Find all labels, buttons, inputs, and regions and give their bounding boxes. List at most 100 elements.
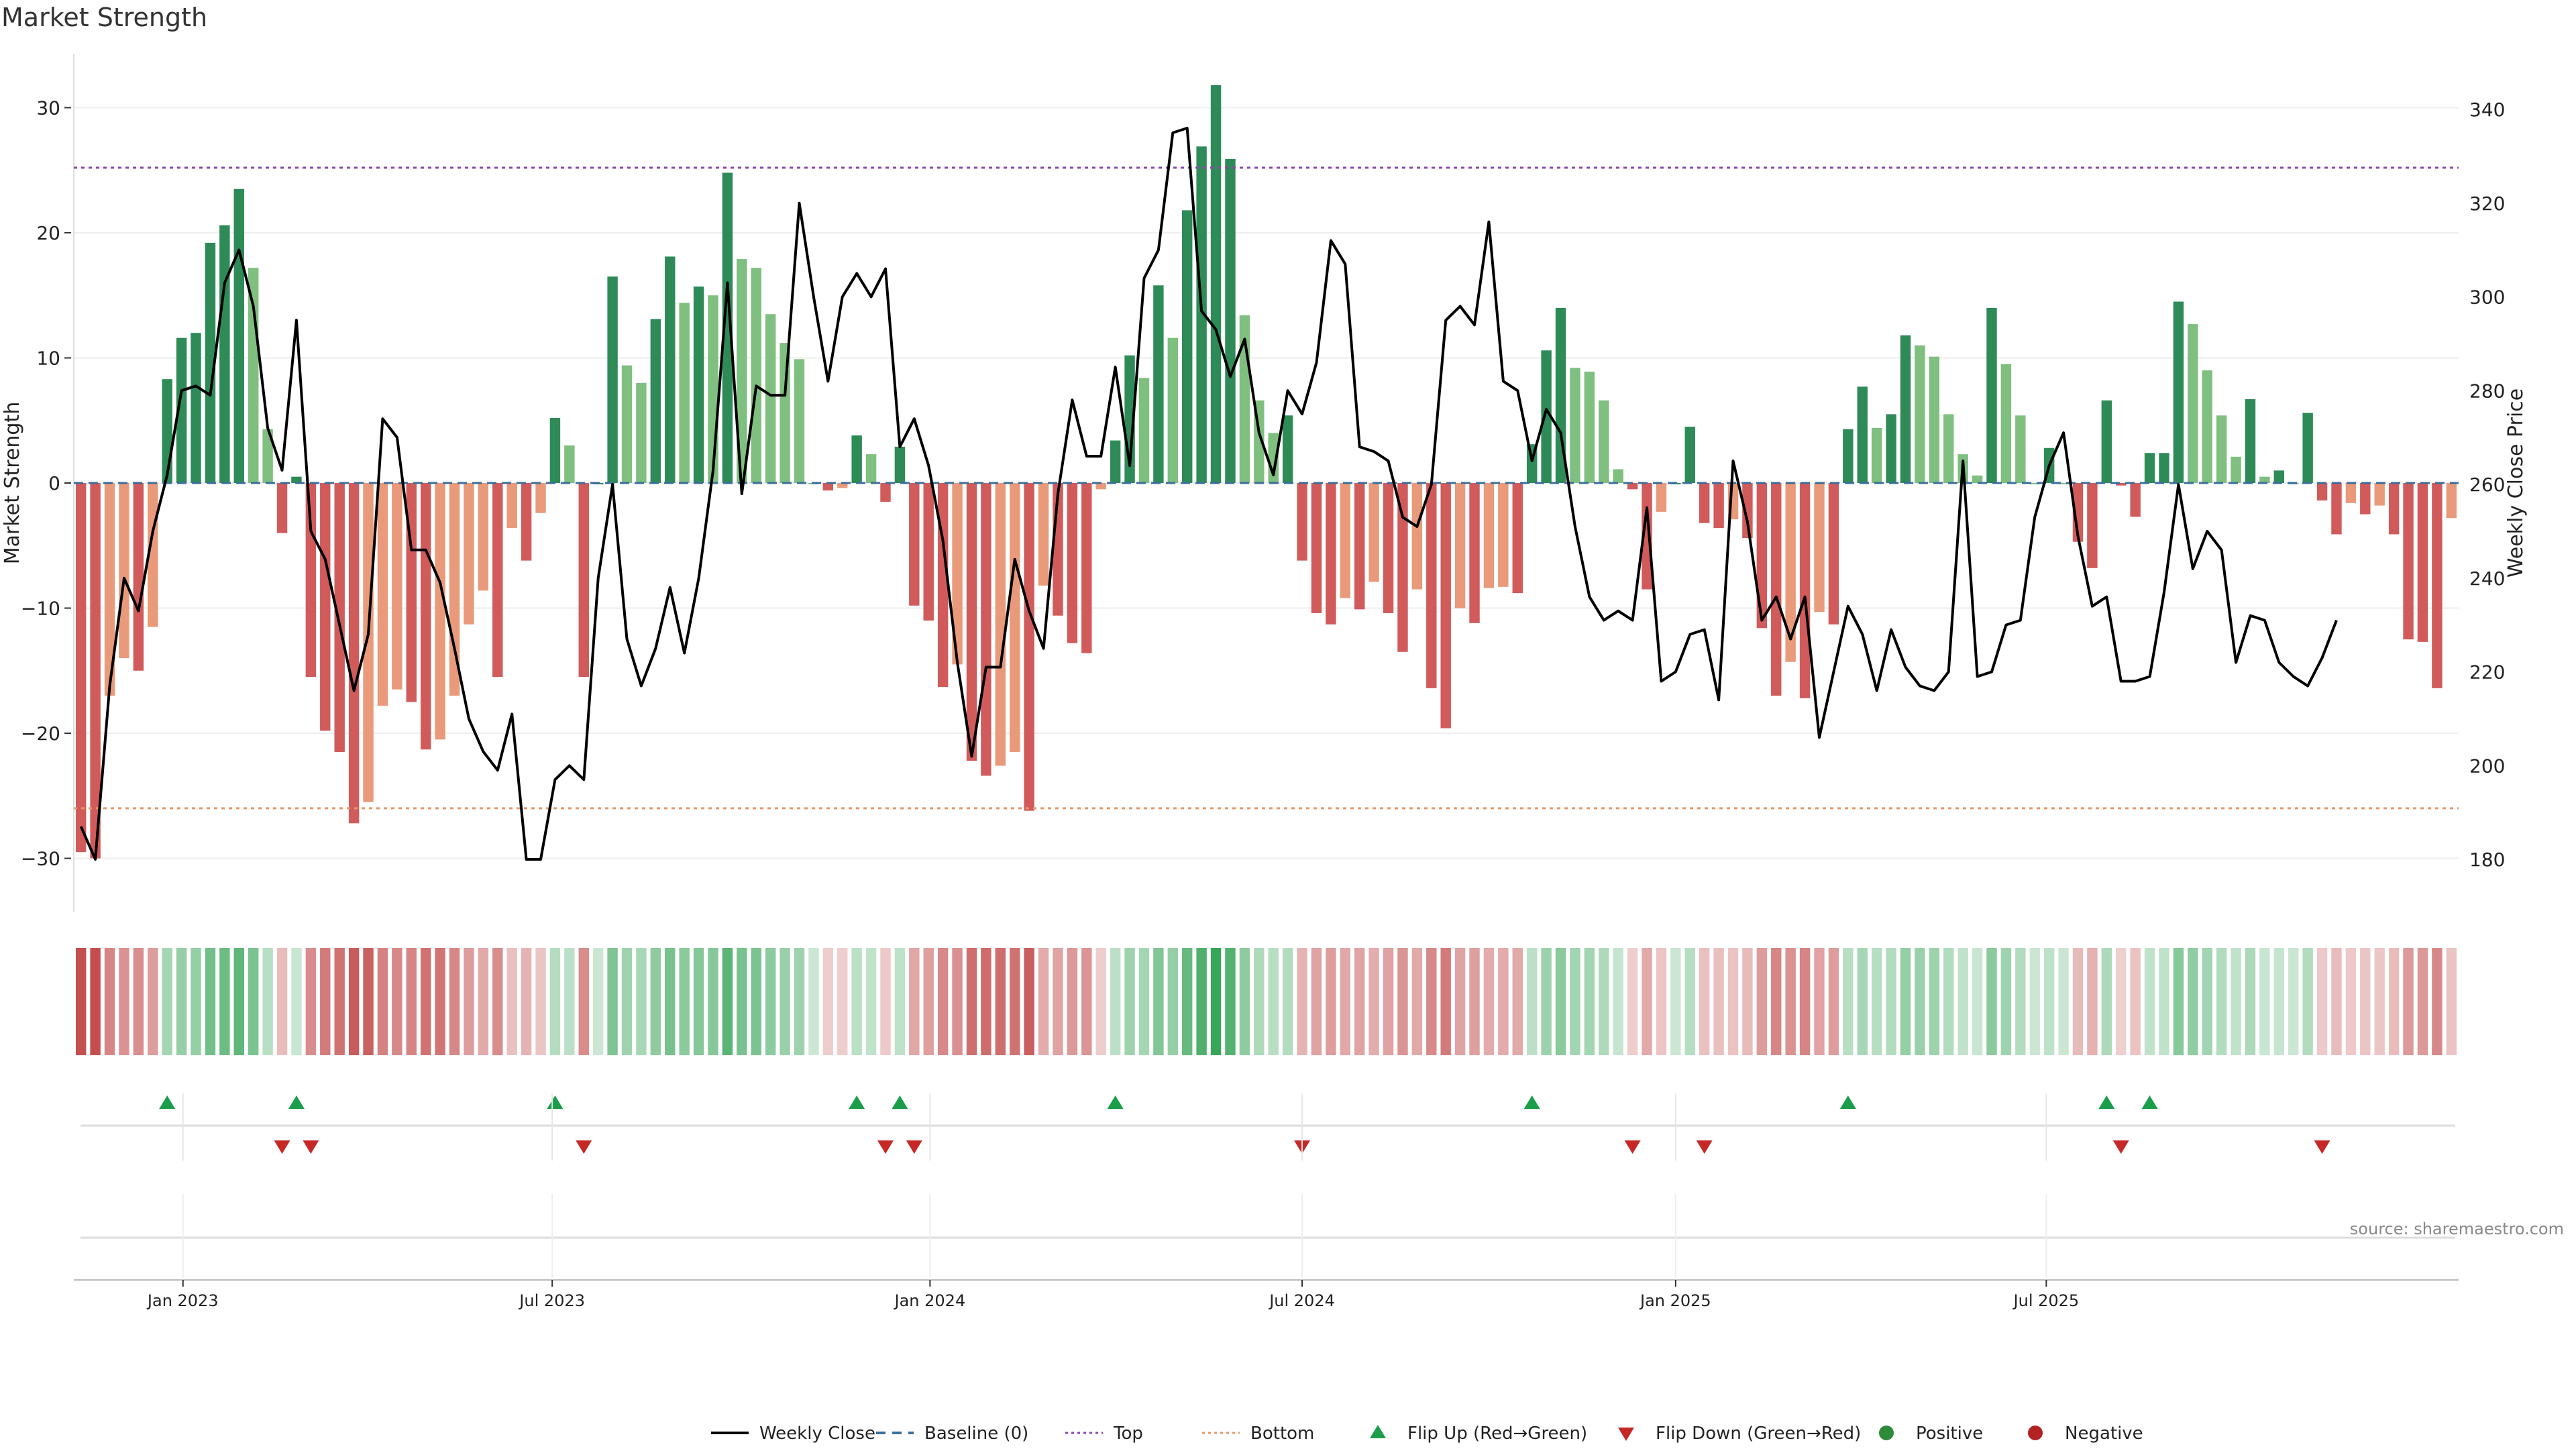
strength-bar <box>1584 372 1595 483</box>
heat-cell <box>722 948 733 1055</box>
heat-cell <box>2130 948 2141 1055</box>
strength-bar <box>1828 483 1839 625</box>
heat-cell <box>2231 948 2241 1055</box>
strength-bar <box>894 446 906 483</box>
strength-bar <box>2029 483 2040 484</box>
heat-cell <box>1512 948 1523 1055</box>
flip-down-marker <box>1624 1140 1641 1154</box>
strength-bar <box>1972 475 1983 483</box>
strength-bar <box>2231 456 2241 483</box>
heat-cell <box>2116 948 2127 1055</box>
legend-label: Negative <box>2065 1424 2143 1444</box>
y-tick-label: 30 <box>36 97 60 119</box>
weekly-close-line <box>79 127 2338 861</box>
y2-tick-label: 280 <box>2469 380 2505 402</box>
strength-bar <box>765 314 776 483</box>
strength-bar <box>1081 483 1092 653</box>
heat-cell <box>693 948 704 1055</box>
strength-bar <box>2015 415 2026 483</box>
heat-cell <box>1713 948 1724 1055</box>
heat-cell <box>2316 948 2328 1055</box>
heat-cell <box>2216 948 2227 1055</box>
heat-cell <box>133 948 144 1055</box>
strength-bar <box>1986 307 1997 483</box>
strength-bar <box>1627 483 1638 490</box>
heat-cell <box>751 948 761 1055</box>
strength-bar <box>2446 483 2457 519</box>
heat-cell <box>535 948 546 1055</box>
strength-bar <box>377 483 388 706</box>
strength-bar <box>363 483 374 802</box>
flip-up-marker <box>2141 1095 2158 1109</box>
strength-bar <box>1038 483 1049 586</box>
legend-label: Positive <box>1916 1424 1983 1444</box>
strength-bar <box>219 225 230 483</box>
strength-bar <box>981 483 991 776</box>
strength-bar <box>564 445 575 483</box>
strength-bar <box>1512 483 1523 594</box>
legend-item: Positive <box>1879 1424 1983 1444</box>
heat-cell <box>923 948 934 1055</box>
heat-cell <box>1254 948 1265 1055</box>
heat-cell <box>464 948 474 1055</box>
y-tick-label: −10 <box>21 598 60 620</box>
heat-cell <box>2072 948 2084 1055</box>
strength-bar <box>1454 483 1466 608</box>
heat-cell <box>1986 948 1997 1055</box>
strength-bar <box>2202 370 2212 483</box>
strength-bar <box>1440 483 1451 729</box>
strength-bar <box>1799 483 1811 698</box>
strength-bar <box>851 435 862 483</box>
strength-bar <box>1498 483 1509 587</box>
heat-cell <box>851 948 862 1055</box>
heat-cell <box>1024 948 1034 1055</box>
legend-label: Flip Up (Red→Green) <box>1407 1424 1587 1444</box>
strength-bar <box>104 483 115 696</box>
strength-bar <box>1010 483 1020 752</box>
heat-cell <box>2000 948 2012 1055</box>
strength-bar <box>90 483 101 859</box>
heat-cell <box>1311 948 1322 1055</box>
strength-bar <box>1282 415 1293 483</box>
heat-cell <box>952 948 963 1055</box>
heat-cell <box>162 948 172 1055</box>
heat-cell <box>1642 948 1652 1055</box>
flip-down-marker <box>877 1140 894 1154</box>
heat-cell <box>1570 948 1580 1055</box>
strength-bar <box>1555 307 1566 483</box>
heat-cell <box>564 948 575 1055</box>
heat-cell <box>2202 948 2212 1055</box>
heat-cell <box>2087 948 2098 1055</box>
flip-down-marker <box>274 1140 290 1154</box>
strength-bar <box>1684 427 1695 483</box>
heat-cell <box>1038 948 1049 1055</box>
heat-cell <box>1167 948 1179 1055</box>
strength-bar <box>1814 483 1825 612</box>
strength-bar <box>75 483 87 853</box>
flip-down-marker <box>2314 1140 2330 1154</box>
strength-bar <box>1383 483 1394 613</box>
strength-bar <box>2116 483 2127 486</box>
heat-cell <box>435 948 445 1055</box>
strength-bar <box>2417 483 2428 642</box>
strength-bar <box>1713 483 1724 529</box>
heat-cell <box>2403 948 2414 1055</box>
strength-bar <box>348 483 360 824</box>
strength-bar <box>1297 483 1307 561</box>
x-tick-label: Jul 2024 <box>1268 1291 1335 1310</box>
strength-bar <box>191 333 201 483</box>
strength-bar <box>276 483 288 533</box>
heat-cell <box>2331 948 2342 1055</box>
heat-cell <box>1656 948 1667 1055</box>
flip-down-marker <box>303 1140 319 1154</box>
heat-cell <box>1929 948 1940 1055</box>
heat-cell <box>1239 948 1250 1055</box>
flip-up-marker <box>892 1095 908 1109</box>
strength-bar <box>636 382 647 483</box>
y2-tick-label: 200 <box>2469 755 2505 777</box>
heat-cell <box>1053 948 1063 1055</box>
strength-bar <box>478 483 489 591</box>
strength-bar <box>2101 400 2112 483</box>
flip-down-marker <box>906 1140 922 1154</box>
legend-label: Bottom <box>1250 1424 1314 1444</box>
